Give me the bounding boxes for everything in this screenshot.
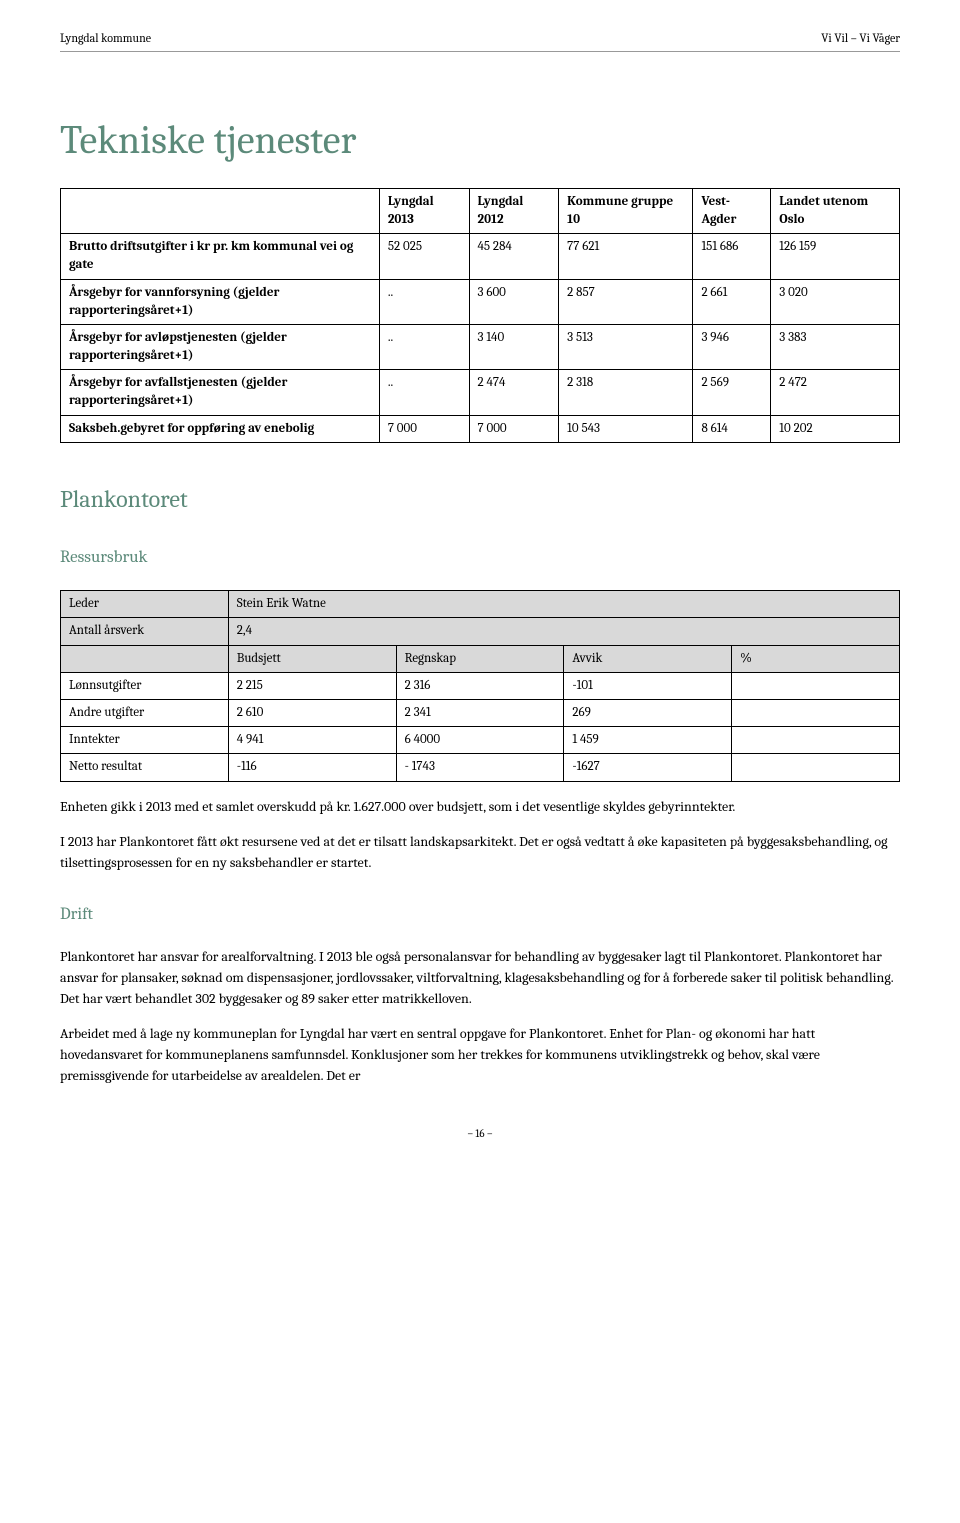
main-title: Tekniske tjenester (60, 112, 900, 168)
table-header-row: Lyngdal 2013 Lyngdal 2012 Kommune gruppe… (61, 188, 900, 233)
cell: 269 (564, 700, 732, 727)
table-row: Saksbeh.gebyret for oppføring av eneboli… (61, 415, 900, 442)
table-row: Årsgebyr for avfallstjenesten (gjelder r… (61, 370, 900, 415)
cell (732, 727, 900, 754)
cell: 10 202 (771, 415, 900, 442)
cell: 3 020 (771, 279, 900, 324)
cell: 52 025 (379, 234, 469, 279)
cell: 126 159 (771, 234, 900, 279)
cell: 3 600 (469, 279, 559, 324)
header-left: Lyngdal kommune (60, 30, 151, 47)
cell: Årsgebyr for avfallstjenesten (gjelder r… (61, 370, 380, 415)
cell: Årsgebyr for vannforsyning (gjelder rapp… (61, 279, 380, 324)
cell: Årsgebyr for avløpstjenesten (gjelder ra… (61, 324, 380, 369)
cell: -116 (228, 754, 396, 781)
cell: 2 215 (228, 672, 396, 699)
cell: 3 140 (469, 324, 559, 369)
cell: 3 383 (771, 324, 900, 369)
cell: 151 686 (693, 234, 771, 279)
cell: 3 946 (693, 324, 771, 369)
antall-label: Antall årsverk (61, 618, 229, 645)
cell: 2 610 (228, 700, 396, 727)
table-row: Lønnsutgifter2 2152 316-101 (61, 672, 900, 699)
leder-row: Leder Stein Erik Watne (61, 591, 900, 618)
cell: 7 000 (379, 415, 469, 442)
cell: .. (379, 370, 469, 415)
section-plankontoret: Plankontoret (60, 483, 900, 517)
cell: 45 284 (469, 234, 559, 279)
paragraph-2: I 2013 har Plankontoret fått økt resurse… (60, 831, 900, 873)
cell: 6 4000 (396, 727, 564, 754)
cell: 2 318 (559, 370, 693, 415)
resource-table: Leder Stein Erik Watne Antall årsverk 2,… (60, 590, 900, 781)
leder-label: Leder (61, 591, 229, 618)
table-row: Årsgebyr for vannforsyning (gjelder rapp… (61, 279, 900, 324)
col-landet: Landet utenom Oslo (771, 188, 900, 233)
subsection-ressursbruk: Ressursbruk (60, 546, 900, 570)
cell: 10 543 (559, 415, 693, 442)
cell: 2 569 (693, 370, 771, 415)
cell: 3 513 (559, 324, 693, 369)
cell: Andre utgifter (61, 700, 229, 727)
cell: Lønnsutgifter (61, 672, 229, 699)
col-budsjett: Budsjett (228, 645, 396, 672)
cell (732, 754, 900, 781)
subsection-drift: Drift (60, 903, 900, 927)
table-row: Årsgebyr for avløpstjenesten (gjelder ra… (61, 324, 900, 369)
cell: 2 661 (693, 279, 771, 324)
paragraph-3: Plankontoret har ansvar for arealforvalt… (60, 946, 900, 1009)
paragraph-4: Arbeidet med å lage ny kommuneplan for L… (60, 1023, 900, 1086)
columns-row: Budsjett Regnskap Avvik % (61, 645, 900, 672)
cell: -1627 (564, 754, 732, 781)
page-header: Lyngdal kommune Vi Vil – Vi Våger (60, 30, 900, 52)
table-row: Inntekter4 9416 40001 459 (61, 727, 900, 754)
col-kommune: Kommune gruppe 10 (559, 188, 693, 233)
col-avvik: Avvik (564, 645, 732, 672)
antall-value: 2,4 (228, 618, 899, 645)
paragraph-1: Enheten gikk i 2013 med et samlet oversk… (60, 796, 900, 817)
cell: Netto resultat (61, 754, 229, 781)
col-empty (61, 188, 380, 233)
table-row: Brutto driftsutgifter i kr pr. km kommun… (61, 234, 900, 279)
col-vestagder: Vest-Agder (693, 188, 771, 233)
cell: Saksbeh.gebyret for oppføring av eneboli… (61, 415, 380, 442)
cell: 2 316 (396, 672, 564, 699)
table-row: Andre utgifter2 6102 341269 (61, 700, 900, 727)
leder-value: Stein Erik Watne (228, 591, 899, 618)
cell: .. (379, 324, 469, 369)
col-lyngdal2013: Lyngdal 2013 (379, 188, 469, 233)
col-lyngdal2012: Lyngdal 2012 (469, 188, 559, 233)
cell (732, 672, 900, 699)
cell: -101 (564, 672, 732, 699)
cell: 2 474 (469, 370, 559, 415)
cell: Inntekter (61, 727, 229, 754)
cell: 2 857 (559, 279, 693, 324)
page-number: – 16 – (60, 1126, 900, 1141)
col-pct: % (732, 645, 900, 672)
services-table: Lyngdal 2013 Lyngdal 2012 Kommune gruppe… (60, 188, 900, 443)
col-regnskap: Regnskap (396, 645, 564, 672)
table-row: Netto resultat-116- 1743-1627 (61, 754, 900, 781)
cell: 1 459 (564, 727, 732, 754)
antall-row: Antall årsverk 2,4 (61, 618, 900, 645)
header-right: Vi Vil – Vi Våger (821, 30, 900, 47)
cell: 77 621 (559, 234, 693, 279)
cell (732, 700, 900, 727)
cell: - 1743 (396, 754, 564, 781)
cell: 2 341 (396, 700, 564, 727)
cell: 8 614 (693, 415, 771, 442)
cell: .. (379, 279, 469, 324)
cell: 4 941 (228, 727, 396, 754)
cell: 7 000 (469, 415, 559, 442)
cell: Brutto driftsutgifter i kr pr. km kommun… (61, 234, 380, 279)
col-blank (61, 645, 229, 672)
cell: 2 472 (771, 370, 900, 415)
